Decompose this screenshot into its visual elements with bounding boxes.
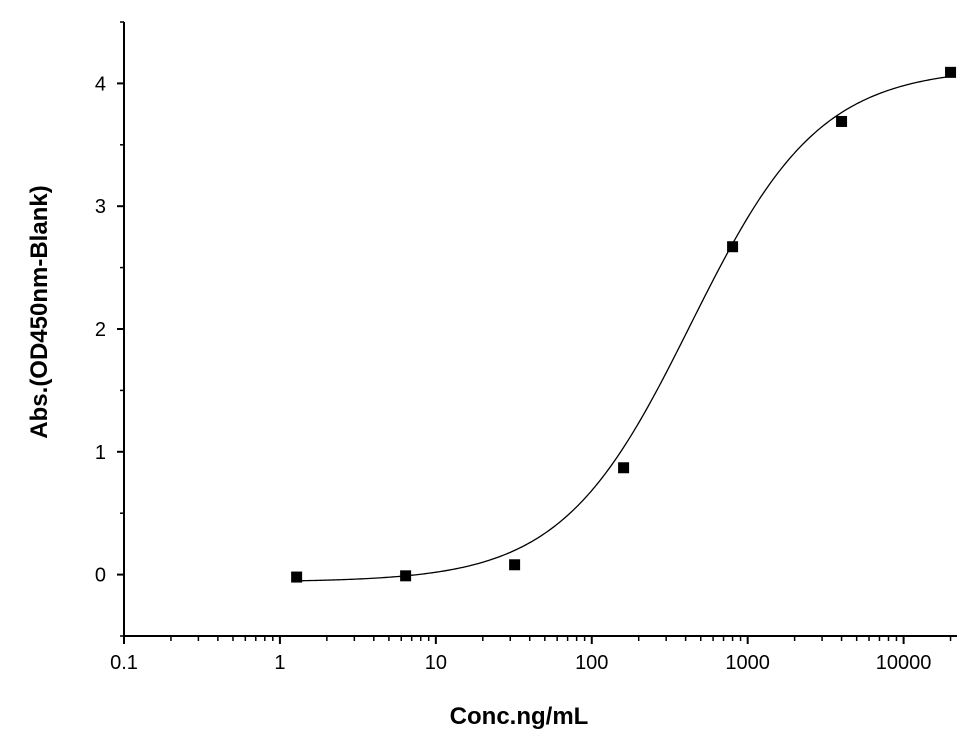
data-point bbox=[727, 241, 739, 253]
ticks bbox=[117, 21, 952, 644]
data-point bbox=[836, 115, 848, 127]
y-tick-label: 2 bbox=[95, 319, 106, 341]
fit-curve bbox=[296, 75, 951, 582]
x-tick-label: 10000 bbox=[876, 652, 932, 674]
tick-labels: 0 1 2 3 4 0.1 1 10 100 1000 10000 bbox=[95, 73, 932, 674]
axes bbox=[123, 22, 957, 637]
data-point bbox=[291, 571, 303, 583]
data-point bbox=[509, 559, 521, 571]
data-point bbox=[618, 462, 630, 474]
data-point bbox=[400, 570, 412, 582]
x-tick-label: 100 bbox=[575, 652, 608, 674]
y-tick-label: 4 bbox=[95, 73, 106, 95]
x-tick-label: 10 bbox=[425, 652, 447, 674]
x-tick-label: 0.1 bbox=[110, 652, 138, 674]
x-tick-label: 1000 bbox=[725, 652, 770, 674]
y-tick-label: 0 bbox=[95, 565, 106, 587]
x-tick-label: 1 bbox=[274, 652, 285, 674]
y-tick-label: 1 bbox=[95, 442, 106, 464]
data-point bbox=[945, 66, 957, 78]
y-axis-title: Abs.(OD450nm-Blank) bbox=[26, 185, 53, 438]
y-tick-label: 3 bbox=[95, 196, 106, 218]
x-axis-title: Conc.ng/mL bbox=[450, 703, 589, 730]
data-points bbox=[291, 66, 957, 583]
